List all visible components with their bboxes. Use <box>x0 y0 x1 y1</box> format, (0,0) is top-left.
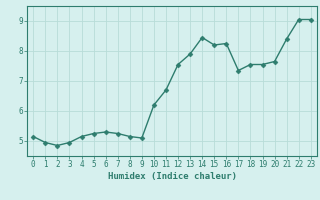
X-axis label: Humidex (Indice chaleur): Humidex (Indice chaleur) <box>108 172 236 181</box>
